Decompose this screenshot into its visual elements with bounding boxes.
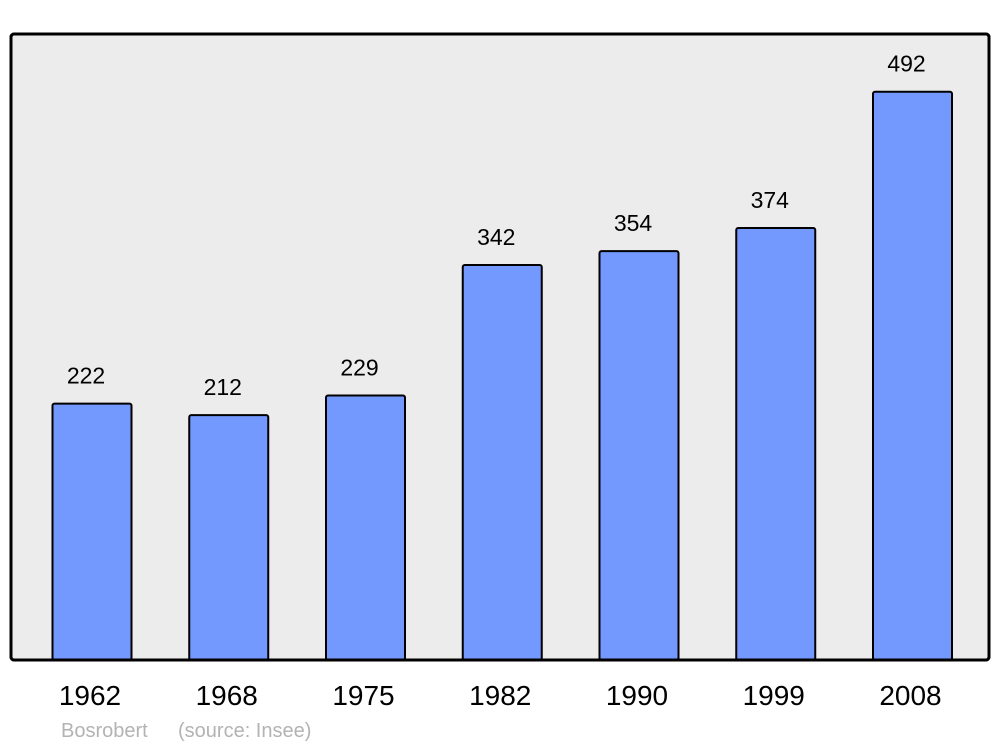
data-label-1990: 354 — [614, 210, 653, 236]
credit-author: Bosrobert — [61, 720, 148, 742]
bar-1982 — [461, 263, 543, 661]
data-label-1975: 229 — [340, 355, 378, 381]
data-label-2008: 492 — [887, 51, 925, 77]
bar-1990 — [598, 250, 680, 661]
data-label-1982: 342 — [477, 224, 515, 250]
credit-source: (source: Insee) — [178, 720, 311, 742]
data-label-1968: 212 — [204, 374, 242, 400]
x-tick-label-1999: 1999 — [743, 680, 805, 711]
x-tick-label-1982: 1982 — [469, 680, 531, 711]
bar-1968 — [188, 414, 270, 662]
x-tick-label-1968: 1968 — [196, 680, 258, 711]
bar-2008 — [872, 90, 953, 661]
plot-border — [9, 32, 991, 662]
x-tick-label-1990: 1990 — [606, 680, 668, 711]
x-tick-label-1962: 1962 — [59, 680, 121, 711]
bar-1999 — [735, 227, 817, 661]
data-label-1999: 374 — [751, 187, 790, 213]
x-tick-label-1975: 1975 — [332, 680, 394, 711]
data-label-1962: 222 — [67, 363, 105, 389]
x-tick-label-2008: 2008 — [879, 680, 941, 711]
bar-1975 — [325, 394, 406, 661]
bar-1962 — [51, 402, 133, 661]
